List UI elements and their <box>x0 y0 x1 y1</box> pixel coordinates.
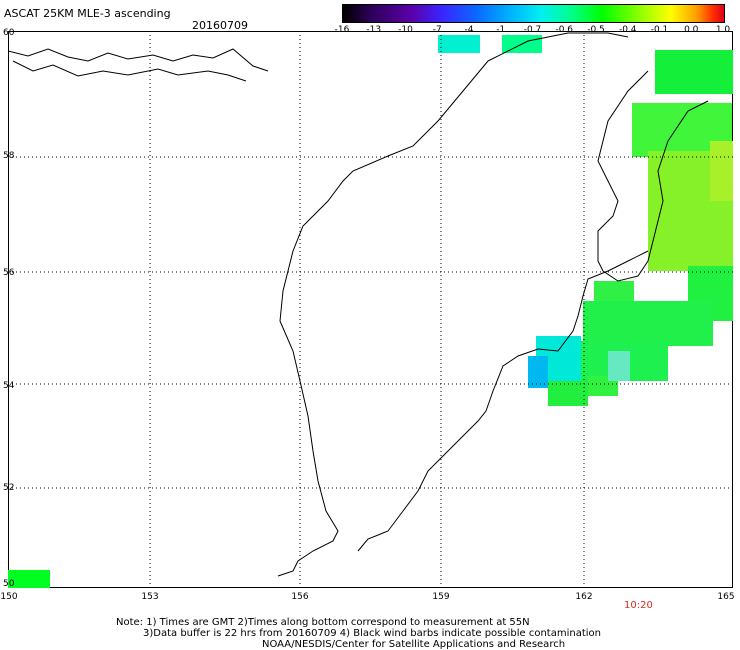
colorbar-tick-label: 0.0 <box>684 25 699 35</box>
colorbar-tick-label: -0.6 <box>555 25 574 35</box>
lon-label-165: 165 <box>717 592 735 602</box>
colorbar-tick-label: 1.0 <box>715 25 731 35</box>
note-line-3: NOAA/NESDIS/Center for Satellite Applica… <box>262 639 566 650</box>
lon-label-150: 150 <box>0 592 18 602</box>
colorbar-tick-label: -0.4 <box>618 25 637 35</box>
colorbar <box>342 4 725 23</box>
colorbar-tick-label: -10 <box>398 25 413 35</box>
colorbar-tick-label: -4 <box>464 25 474 35</box>
colorbar-tick-label: -0.5 <box>587 25 605 35</box>
colorbar-tick-label: -1 <box>496 25 506 35</box>
map-canvas <box>8 31 733 588</box>
lon-label-162: 162 <box>575 592 593 602</box>
colorbar-tick-label: -7 <box>432 25 442 35</box>
wind-data-swaths <box>8 35 733 588</box>
colorbar-tick-label: -13 <box>366 25 382 35</box>
graticule <box>8 31 733 588</box>
product-title: ASCAT 25KM MLE-3 ascending <box>4 7 171 20</box>
lon-label-156: 156 <box>291 592 309 602</box>
colorbar-tick-label: -0.7 <box>523 25 542 35</box>
colorbar-tick-label: -16 <box>334 25 350 35</box>
product-date: 20160709 <box>192 19 248 32</box>
note-line-2: 3)Data buffer is 22 hrs from 20160709 4)… <box>143 628 601 639</box>
lat-label-54: 54 <box>3 381 15 391</box>
lat-label-60: 60 <box>3 28 15 38</box>
lat-label-52: 52 <box>3 483 15 493</box>
note-line-1: Note: 1) Times are GMT 2)Times along bot… <box>116 617 530 628</box>
lat-label-56: 56 <box>3 268 15 278</box>
lat-label-50: 50 <box>3 579 15 589</box>
lon-label-159: 159 <box>432 592 450 602</box>
time-label: 10:20 <box>624 600 653 611</box>
lat-label-58: 58 <box>3 151 15 161</box>
colorbar-tick-label: -0.1 <box>650 25 669 35</box>
coastline <box>8 32 709 577</box>
lon-label-153: 153 <box>141 592 159 602</box>
